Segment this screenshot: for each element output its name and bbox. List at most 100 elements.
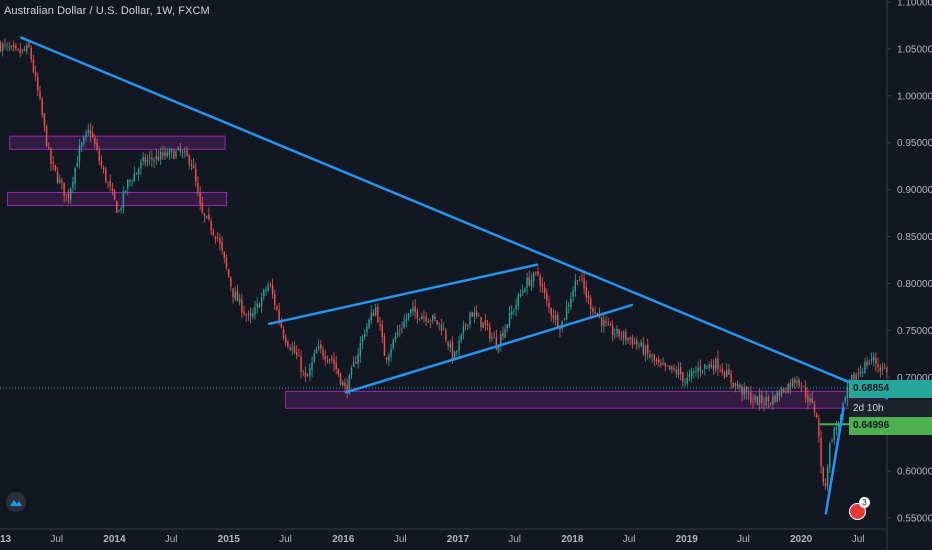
candle-body (289, 347, 291, 350)
candle-body (271, 285, 274, 295)
candle-body (80, 143, 83, 147)
candle-body (287, 341, 289, 347)
candle-body (21, 48, 24, 52)
candle-body (675, 370, 677, 374)
y-tick-label: 0.75000 (897, 326, 932, 337)
candle-body (15, 45, 17, 49)
x-tick-label: 2014 (103, 534, 126, 545)
candle-body (442, 329, 445, 331)
candle-body (583, 278, 585, 289)
y-tick-label: 1.00000 (897, 91, 932, 102)
x-tick-label: Jul (623, 534, 636, 545)
candle-body (717, 358, 719, 369)
candle-body (464, 325, 467, 327)
candle-body (752, 401, 754, 403)
candle-body (131, 181, 133, 183)
candle-body (157, 156, 160, 161)
x-tick-label: Jul (508, 534, 521, 545)
candle-body (403, 321, 405, 328)
candle-body (857, 373, 860, 375)
candle-body (331, 358, 333, 360)
candle-body (802, 386, 805, 387)
candle-body (372, 312, 375, 317)
candle-body (618, 329, 620, 337)
x-tick-label: Jul (737, 534, 750, 545)
candle-body (177, 147, 179, 150)
y-tick-label: 1.10000 (897, 0, 932, 9)
candle-body (4, 43, 6, 45)
candle-body (837, 424, 840, 427)
candle-body (679, 367, 682, 375)
candle-body (265, 290, 267, 291)
candle-body (43, 113, 46, 126)
candle-body (541, 284, 544, 287)
candle-body (276, 306, 278, 311)
candle-body (800, 386, 803, 388)
candle-body (554, 315, 557, 320)
candle-body (357, 354, 359, 364)
candle-body (684, 382, 686, 384)
candle-body (445, 330, 447, 341)
candle-body (342, 382, 344, 386)
candle-body (851, 374, 853, 380)
candle-body (743, 386, 745, 396)
candle-body (855, 374, 857, 381)
candle-body (491, 337, 493, 339)
candle-body (96, 142, 98, 150)
candle-body (723, 372, 726, 378)
candle-body (660, 363, 662, 365)
candle-body (815, 414, 818, 418)
x-tick-label: 2019 (676, 534, 699, 545)
candle-body (600, 317, 603, 326)
candle-body (873, 356, 875, 361)
candle-body (326, 360, 329, 361)
candle-body (416, 311, 419, 319)
candle-body (83, 137, 85, 144)
candle-body (133, 173, 136, 182)
candle-body (603, 320, 605, 326)
candle-body (394, 336, 397, 341)
candle-body (295, 351, 298, 356)
candle-body (864, 362, 866, 373)
candle-body (741, 386, 743, 394)
candle-body (493, 337, 495, 339)
candle-body (339, 373, 342, 385)
candle-body (127, 180, 129, 189)
candle-body (574, 280, 577, 292)
candle-body (791, 378, 794, 387)
candle-body (495, 337, 498, 350)
candle-body (774, 395, 776, 402)
candle-body (41, 99, 43, 116)
candle-body (706, 365, 708, 367)
candle-body (535, 271, 537, 273)
candle-body (721, 368, 724, 373)
candle-body (447, 341, 449, 347)
candle-body (89, 130, 92, 135)
candle-body (245, 314, 247, 316)
candle-body (298, 355, 300, 357)
candle-body (504, 328, 506, 338)
candle-body (285, 337, 287, 343)
x-tick-label: Jul (394, 534, 407, 545)
candle-body (381, 324, 383, 337)
candle-body (627, 338, 629, 341)
candle-body (736, 383, 739, 387)
candle-body (502, 332, 504, 337)
tradingview-logo-icon[interactable] (6, 492, 26, 512)
y-tick-label: 0.55000 (897, 514, 932, 525)
candle-body (482, 322, 484, 329)
candle-body (508, 312, 511, 327)
candle-body (427, 321, 430, 323)
candle-body (765, 397, 767, 406)
candle-body (655, 359, 658, 362)
candle-body (565, 307, 568, 320)
candle-body (243, 311, 245, 314)
candle-body (217, 237, 219, 239)
candle-body (210, 221, 212, 231)
candle-body (151, 157, 153, 160)
candle-body (449, 343, 451, 348)
candle-body (829, 442, 831, 468)
level-price-label: 0.64996 (849, 417, 932, 435)
